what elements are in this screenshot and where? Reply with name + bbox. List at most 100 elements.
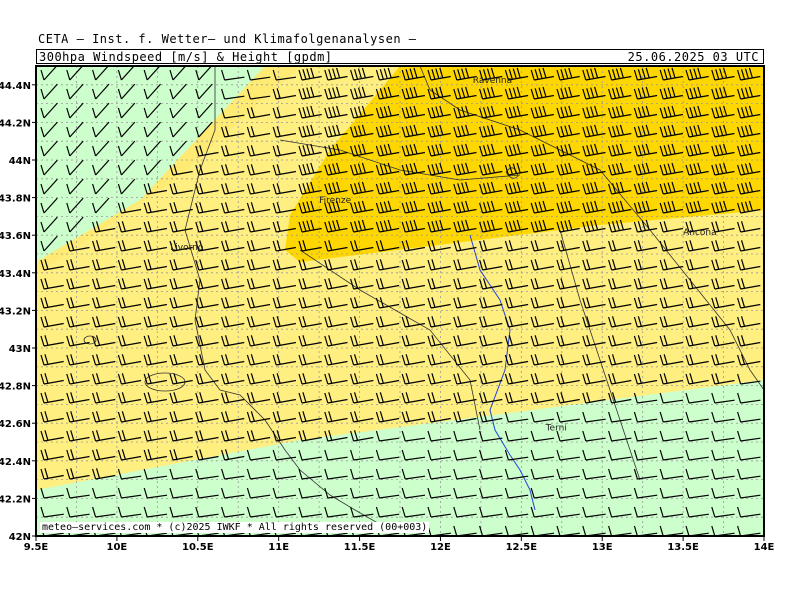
wind-barb bbox=[298, 487, 322, 499]
wind-barb bbox=[143, 487, 168, 499]
wind-barb bbox=[711, 468, 735, 480]
wind-barb bbox=[659, 392, 684, 404]
wind-barb bbox=[169, 316, 193, 328]
wind-barb bbox=[143, 66, 161, 81]
wind-barb bbox=[504, 200, 529, 214]
wind-barb bbox=[66, 121, 84, 138]
wind-barb bbox=[711, 105, 735, 119]
wind-barb bbox=[401, 449, 426, 461]
wind-barb bbox=[582, 411, 606, 423]
wind-barb bbox=[427, 430, 451, 442]
wind-barb bbox=[685, 240, 709, 252]
wind-barb bbox=[762, 354, 764, 360]
wind-barb bbox=[117, 506, 142, 518]
wind-barb bbox=[504, 181, 529, 195]
wind-barb bbox=[169, 66, 187, 81]
wind-barb bbox=[272, 506, 297, 518]
wind-barb bbox=[479, 278, 503, 290]
x-tick-label: 10.5E bbox=[182, 542, 214, 553]
wind-barb bbox=[711, 143, 735, 157]
wind-barb bbox=[582, 316, 606, 328]
wind-barb bbox=[504, 430, 529, 442]
wind-barb bbox=[427, 124, 451, 138]
wind-barb bbox=[582, 240, 606, 252]
wind-barb bbox=[40, 316, 64, 328]
wind-barb bbox=[401, 506, 426, 518]
wind-barb bbox=[117, 392, 142, 404]
city-label-ancona: Ancona bbox=[683, 228, 717, 238]
wind-barb bbox=[92, 411, 116, 423]
wind-barb bbox=[195, 164, 219, 176]
wind-barb bbox=[633, 278, 658, 290]
wind-barb bbox=[117, 178, 136, 195]
wind-barb bbox=[169, 183, 193, 195]
wind-barb bbox=[195, 335, 219, 347]
wind-barb bbox=[453, 335, 477, 347]
wind-barb bbox=[272, 278, 297, 290]
wind-barb bbox=[117, 66, 135, 81]
wind-barb bbox=[427, 105, 451, 119]
wind-barb bbox=[582, 430, 606, 442]
wind-barb bbox=[298, 316, 322, 328]
wind-barb bbox=[479, 124, 503, 138]
wind-barb bbox=[427, 392, 451, 404]
wind-barb bbox=[324, 297, 348, 309]
y-tick-label: 42.6N bbox=[0, 419, 31, 430]
wind-barb bbox=[350, 86, 374, 100]
wind-barb bbox=[582, 67, 606, 81]
wind-barb bbox=[401, 219, 426, 233]
wind-barb bbox=[298, 392, 322, 404]
wind-barb bbox=[685, 105, 709, 119]
wind-barb bbox=[453, 278, 477, 290]
wind-barb bbox=[530, 487, 555, 499]
wind-barb bbox=[685, 487, 709, 499]
wind-barb bbox=[685, 468, 709, 480]
wind-barb bbox=[40, 506, 64, 518]
wind-barb bbox=[401, 354, 426, 366]
wind-barb bbox=[143, 297, 168, 309]
wind-barb bbox=[582, 373, 606, 385]
wind-barb bbox=[221, 126, 245, 138]
wind-barb bbox=[427, 67, 451, 81]
city-label-livorno: Livorno bbox=[170, 243, 204, 253]
wind-barb bbox=[659, 506, 684, 518]
coastlines-borders bbox=[83, 66, 764, 531]
wind-barb bbox=[711, 240, 735, 252]
wind-barb bbox=[530, 430, 555, 442]
wind-barb bbox=[169, 487, 193, 499]
wind-barb bbox=[221, 392, 245, 404]
wind-barb bbox=[92, 354, 116, 366]
x-tick-label: 12E bbox=[430, 542, 451, 553]
wind-barb bbox=[298, 278, 322, 290]
wind-barb bbox=[350, 354, 374, 366]
wind-barb bbox=[711, 278, 735, 290]
wind-barb bbox=[685, 373, 709, 385]
wind-barb bbox=[556, 259, 580, 271]
wind-barb bbox=[66, 468, 90, 480]
wind-barb bbox=[737, 411, 761, 423]
wind-barb bbox=[221, 240, 245, 252]
wind-barb bbox=[453, 86, 477, 100]
wind-barb bbox=[453, 354, 477, 366]
wind-barb bbox=[659, 105, 684, 119]
wind-barb bbox=[221, 316, 245, 328]
wind-barb bbox=[169, 102, 187, 119]
wind-barb bbox=[659, 240, 684, 252]
y-tick-label: 43.4N bbox=[0, 269, 31, 280]
wind-barb bbox=[117, 121, 136, 138]
wind-barb bbox=[453, 468, 477, 480]
wind-barb bbox=[350, 105, 374, 119]
wind-barb bbox=[504, 506, 529, 518]
wind-barb bbox=[40, 297, 64, 309]
wind-barb bbox=[272, 240, 297, 252]
wind-barb bbox=[762, 221, 764, 227]
wind-barb bbox=[350, 335, 374, 347]
wind-barb bbox=[711, 200, 735, 214]
wind-barb bbox=[556, 487, 580, 499]
wind-barb bbox=[350, 67, 374, 81]
wind-barb bbox=[582, 219, 606, 233]
wind-barb bbox=[117, 278, 142, 290]
wind-barb bbox=[762, 506, 764, 512]
wind-barb bbox=[762, 411, 764, 417]
